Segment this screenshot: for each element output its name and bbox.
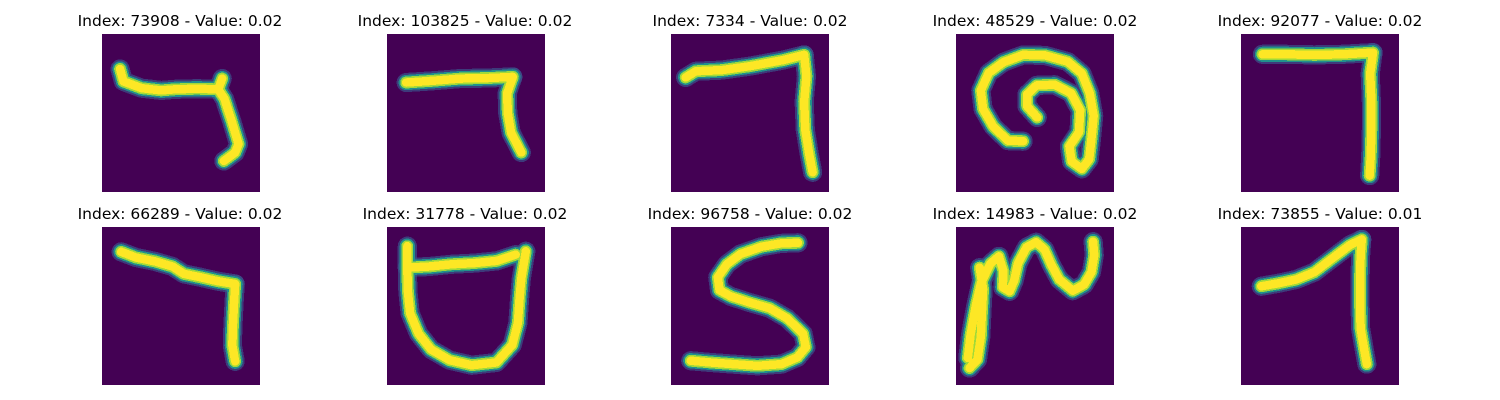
digit-canvas: [956, 227, 1114, 385]
digit-stroke: [963, 237, 1099, 363]
panel-title: Index: 66289 - Value: 0.02: [77, 205, 283, 223]
digit-canvas: [387, 34, 545, 192]
digit-image: [671, 34, 829, 192]
digit-stroke: [1258, 48, 1378, 60]
digit-canvas: [387, 227, 545, 385]
panel-title: Index: 31778 - Value: 0.02: [362, 205, 568, 223]
digit-stroke: [976, 50, 1098, 174]
digit-image: [1241, 227, 1399, 385]
digit-canvas: [102, 227, 260, 385]
panel-title: Index: 92077 - Value: 0.02: [1217, 12, 1423, 30]
digit-stroke: [502, 72, 526, 157]
digit-stroke: [1257, 235, 1366, 291]
digit-stroke: [799, 50, 817, 177]
digit-stroke: [228, 279, 240, 366]
digit-background: [387, 34, 545, 192]
digit-stroke: [1365, 48, 1378, 180]
panel-title: Index: 7334 - Value: 0.02: [652, 12, 848, 30]
digit-canvas: [956, 34, 1114, 192]
digit-canvas: [671, 227, 829, 385]
digit-stroke: [681, 50, 809, 82]
panel-title: Index: 103825 - Value: 0.02: [357, 12, 573, 30]
digit-image: [1241, 34, 1399, 192]
digit-stroke: [214, 85, 243, 166]
digit-stroke: [403, 250, 520, 272]
digit-stroke: [403, 241, 531, 370]
digit-canvas: [671, 34, 829, 192]
digit-canvas: [1241, 227, 1399, 385]
digit-image: [956, 34, 1114, 192]
panel-title: Index: 48529 - Value: 0.02: [932, 12, 1138, 30]
panel-title: Index: 73908 - Value: 0.02: [77, 12, 283, 30]
panel-title: Index: 73855 - Value: 0.01: [1217, 205, 1423, 223]
digit-image: [102, 227, 260, 385]
digit-image: [387, 227, 545, 385]
panel-title: Index: 14983 - Value: 0.02: [932, 205, 1138, 223]
digit-image: [387, 34, 545, 192]
panel-title: Index: 96758 - Value: 0.02: [647, 205, 853, 223]
digit-canvas: [1241, 34, 1399, 192]
digit-canvas: [102, 34, 260, 192]
digit-image: [102, 34, 260, 192]
digit-stroke: [401, 72, 518, 87]
digit-image: [671, 227, 829, 385]
digit-image: [956, 227, 1114, 385]
digit-stroke: [116, 247, 240, 289]
digit-stroke: [1355, 235, 1372, 369]
digit-stroke: [686, 238, 811, 371]
